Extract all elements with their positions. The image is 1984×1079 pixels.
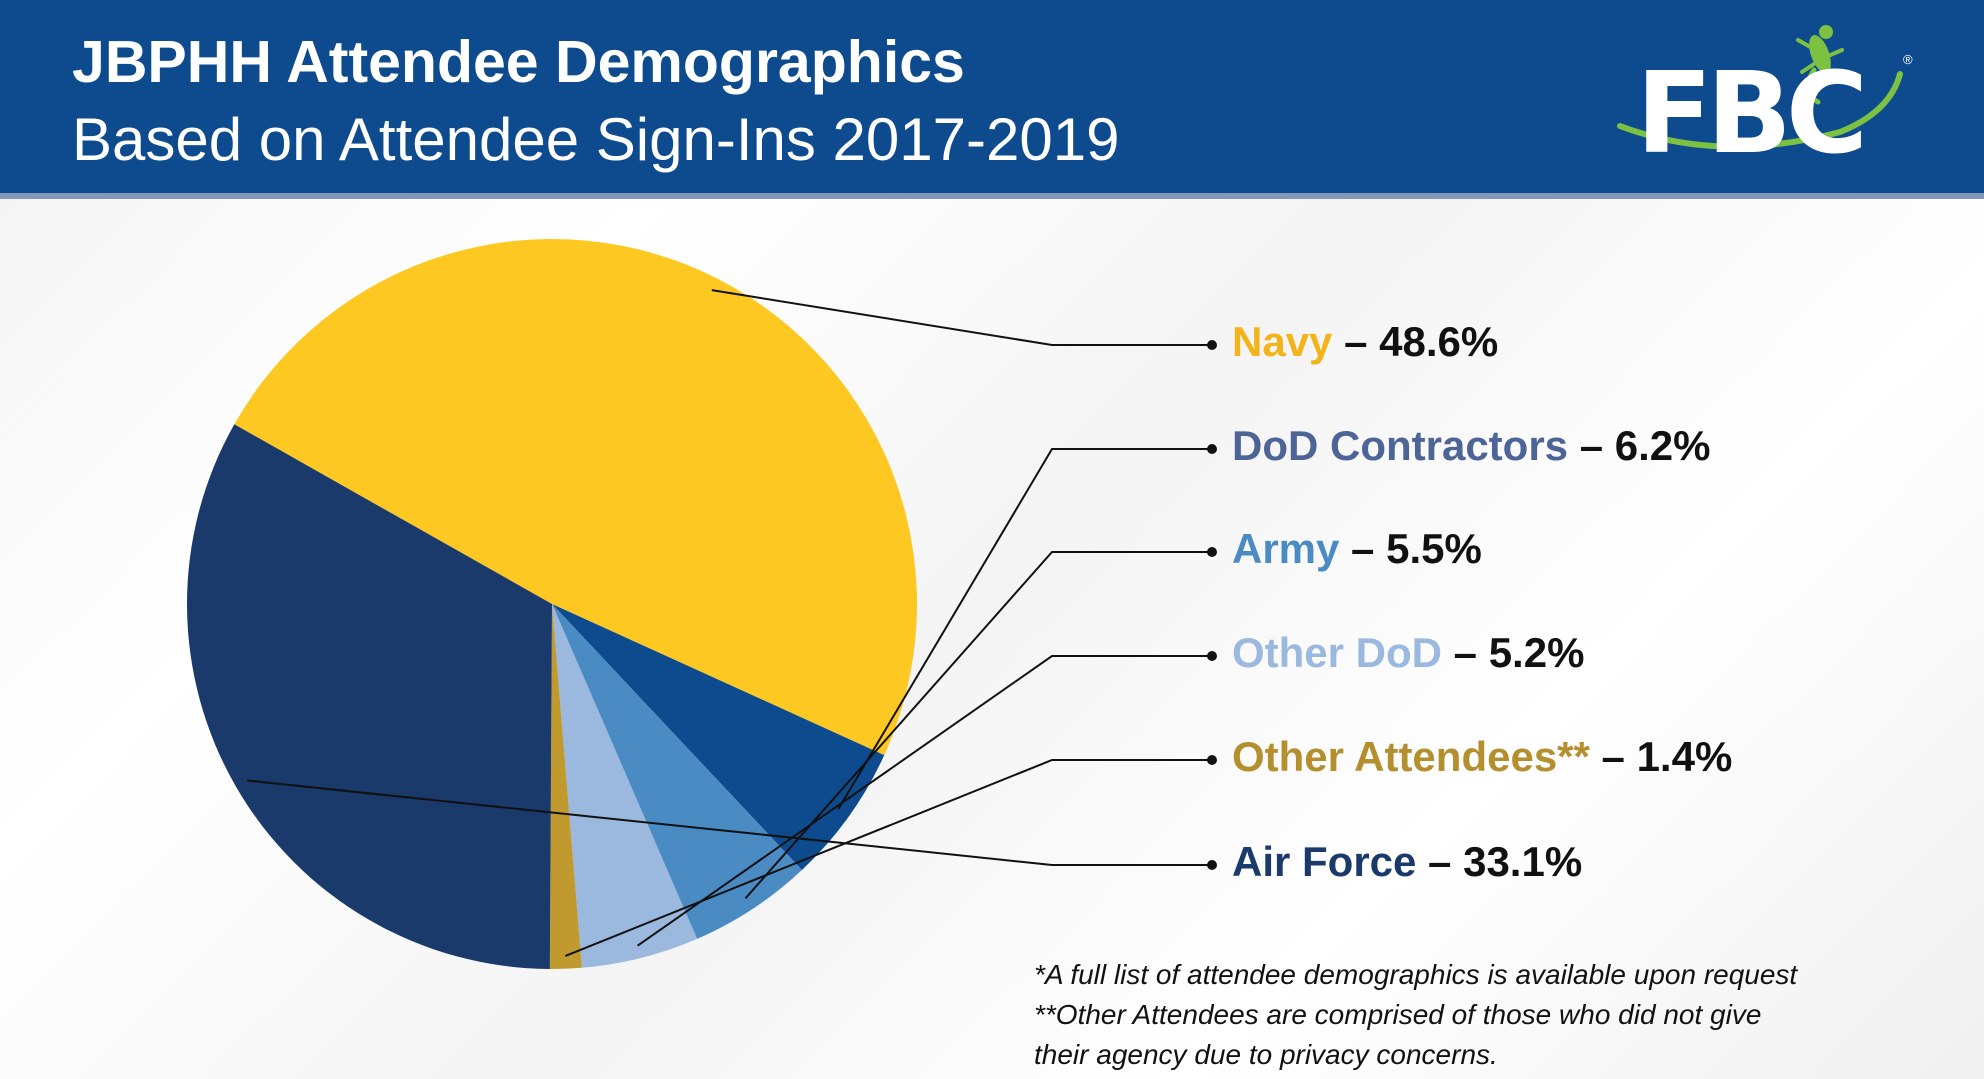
slice-label-value: – 48.6% xyxy=(1332,318,1499,365)
leader-dot xyxy=(1207,651,1217,661)
leader-line xyxy=(636,655,1212,947)
pie-slice-other-dod xyxy=(552,604,698,968)
pie-slice-navy xyxy=(234,238,918,756)
slice-label: Navy – 48.6% xyxy=(1232,318,1498,366)
slice-label-name: Army xyxy=(1232,525,1340,572)
footnote-3: their agency due to privacy concerns. xyxy=(1034,1039,1498,1070)
pie-slice-dod-contractors xyxy=(552,604,885,870)
header-bar xyxy=(0,0,1984,193)
header-divider xyxy=(0,193,1984,199)
fbc-logo: FBC ® xyxy=(1600,14,1940,179)
slice-label-value: – 6.2% xyxy=(1568,422,1711,469)
footnote-1: *A full list of attendee demographics is… xyxy=(1034,959,1798,990)
slice-label: Air Force – 33.1% xyxy=(1232,838,1582,886)
pie-slice-army xyxy=(552,604,802,939)
slice-label: Army – 5.5% xyxy=(1232,525,1482,573)
leader-dot xyxy=(1207,755,1217,765)
slice-label: Other Attendees** – 1.4% xyxy=(1232,733,1732,781)
leader-dot xyxy=(1207,444,1217,454)
leader-line xyxy=(711,289,1212,346)
slice-label-name: Other Attendees** xyxy=(1232,733,1590,780)
gecko-icon xyxy=(1617,25,1903,150)
leader-dot xyxy=(1207,860,1217,870)
leader-line xyxy=(837,448,1212,810)
slice-label-name: DoD Contractors xyxy=(1232,422,1569,469)
leader-line xyxy=(565,759,1212,957)
pie-slice-air-force xyxy=(186,424,552,969)
leader-dot xyxy=(1207,547,1217,557)
leader-line xyxy=(247,779,1212,866)
pie-slice-other-attendees xyxy=(549,604,582,969)
slice-label: DoD Contractors – 6.2% xyxy=(1232,422,1710,470)
footnotes: *A full list of attendee demographics is… xyxy=(1034,955,1974,1075)
page-title: JBPHH Attendee Demographics xyxy=(72,29,965,95)
slice-label: Other DoD – 5.2% xyxy=(1232,629,1584,677)
slice-label-value: – 5.2% xyxy=(1442,629,1585,676)
registered-mark: ® xyxy=(1903,52,1913,67)
page-subtitle: Based on Attendee Sign-Ins 2017-2019 xyxy=(72,106,1120,173)
footnote-2: **Other Attendees are comprised of those… xyxy=(1034,999,1762,1030)
slice-label-name: Other DoD xyxy=(1232,629,1442,676)
slice-label-name: Air Force xyxy=(1232,838,1417,885)
slice-label-value: – 1.4% xyxy=(1589,733,1733,780)
slice-label-value: – 5.5% xyxy=(1339,525,1482,572)
leader-dot xyxy=(1207,340,1217,350)
slice-label-value: – 33.1% xyxy=(1416,838,1583,885)
slice-label-name: Navy xyxy=(1232,318,1333,365)
leader-line xyxy=(744,551,1212,899)
logo-text: FBC xyxy=(1636,49,1868,179)
